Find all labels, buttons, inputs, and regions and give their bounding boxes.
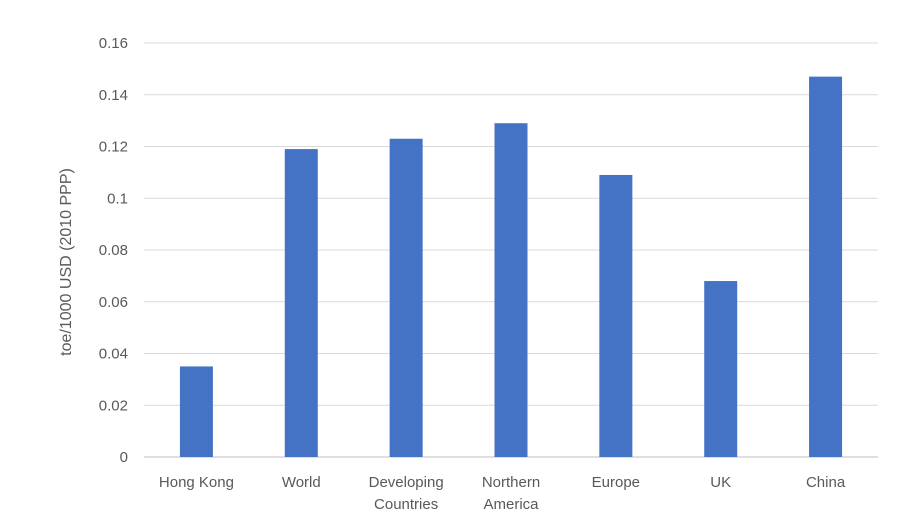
bar	[599, 174, 633, 457]
x-tick-label: Europe	[592, 474, 640, 491]
bar	[704, 281, 738, 457]
y-tick-label: 0.16	[99, 35, 128, 52]
bar	[284, 149, 318, 457]
x-tick-label: America	[483, 496, 539, 513]
x-tick-label: Northern	[482, 474, 540, 491]
bar	[809, 76, 843, 457]
y-tick-label: 0.08	[99, 242, 128, 259]
x-tick-label: China	[806, 474, 846, 491]
y-tick-label: 0.14	[99, 87, 128, 104]
y-axis-title: toe/1000 USD (2010 PPP)	[58, 168, 75, 356]
x-tick-label: UK	[710, 474, 731, 491]
y-axis-ticks: 0 0.02 0.04 0.06 0.08 0.1 0.12 0.14 0.16	[99, 35, 128, 466]
y-tick-label: 0.06	[99, 294, 128, 311]
bar	[389, 138, 423, 458]
y-tick-label: 0.1	[107, 190, 128, 207]
x-tick-label: Hong Kong	[159, 474, 234, 491]
x-tick-label: World	[282, 474, 321, 491]
bars	[179, 76, 843, 458]
y-tick-label: 0.12	[99, 139, 128, 156]
bar	[179, 366, 213, 457]
x-axis-ticks: Hong Kong World Developing Countries Norther…	[159, 474, 846, 513]
bar	[494, 123, 528, 458]
y-tick-label: 0	[120, 449, 128, 466]
y-tick-label: 0.04	[99, 346, 128, 363]
x-tick-label: Countries	[374, 496, 438, 513]
x-tick-label: Developing	[369, 474, 444, 491]
y-tick-label: 0.02	[99, 397, 128, 414]
